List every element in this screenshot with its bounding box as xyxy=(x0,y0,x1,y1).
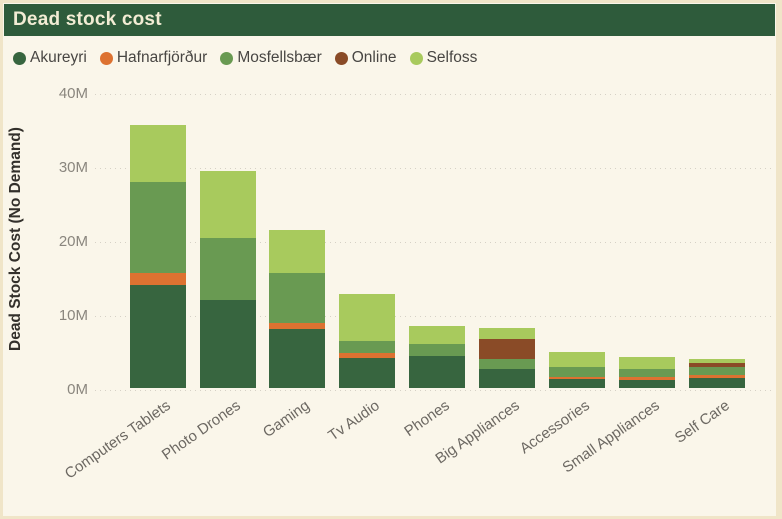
bar-segment-mosfellsb-r[interactable] xyxy=(129,182,186,274)
bar-segment-akureyri[interactable] xyxy=(688,377,745,388)
y-tick-label: 10M xyxy=(58,306,88,324)
y-tick-label: 40M xyxy=(58,84,88,102)
legend-swatch-icon xyxy=(13,51,26,65)
gridline-20M xyxy=(95,241,772,243)
legend-item-mosfellsb-r[interactable]: Mosfellsbær xyxy=(220,49,322,67)
bar-segment-akureyri[interactable] xyxy=(548,379,605,388)
bar-segment-mosfellsb-r[interactable] xyxy=(199,237,256,300)
bar-segment-hafnarfj-r-ur[interactable] xyxy=(129,273,186,285)
bar-segment-mosfellsb-r[interactable] xyxy=(688,367,745,376)
x-axis-label: Computers Tablets xyxy=(61,397,174,483)
bar-segment-selfoss[interactable] xyxy=(269,230,326,274)
x-axis-label: Gaming xyxy=(260,397,314,442)
bar-segment-selfoss[interactable] xyxy=(339,293,396,342)
bar-segment-mosfellsb-r[interactable] xyxy=(548,366,605,377)
bar-segment-akureyri[interactable] xyxy=(479,369,535,388)
x-axis-label: Self Care xyxy=(671,397,733,447)
bar-segment-selfoss[interactable] xyxy=(548,351,605,367)
bar-segment-hafnarfj-r-ur[interactable] xyxy=(688,375,745,378)
visual-title-bar: Dead stock cost xyxy=(4,4,775,36)
bar-segment-selfoss[interactable] xyxy=(199,170,256,238)
bar-segment-selfoss[interactable] xyxy=(129,124,186,182)
legend-item-akureyri[interactable]: Akureyri xyxy=(13,49,87,67)
legend-swatch-icon xyxy=(334,51,348,65)
legend: Akureyri Hafnarfjörður Mosfellsbær Online Se… xyxy=(13,45,766,71)
bar-segment-online[interactable] xyxy=(479,339,535,360)
bar-segment-hafnarfj-r-ur[interactable] xyxy=(618,377,675,380)
bar-segment-akureyri[interactable] xyxy=(339,358,396,388)
legend-item-online[interactable]: Online xyxy=(334,49,397,67)
legend-label: Akureyri xyxy=(30,49,87,66)
bar-segment-akureyri[interactable] xyxy=(269,329,326,388)
legend-item-selfoss[interactable]: Selfoss xyxy=(409,49,478,67)
legend-item-hafnarfj-r-ur[interactable]: Hafnarfjörður xyxy=(99,49,208,67)
chart-area: Dead Stock Cost (No Demand) 0M 10M 20M 30M 4… xyxy=(3,3,776,516)
legend-label: Online xyxy=(351,49,397,66)
bar-segment-selfoss[interactable] xyxy=(409,325,466,345)
bar-segment-akureyri[interactable] xyxy=(618,379,675,388)
legend-label: Mosfellsbær xyxy=(237,49,322,66)
visual-title: Dead stock cost xyxy=(13,9,162,30)
legend-label: Hafnarfjörður xyxy=(116,49,208,66)
legend-swatch-icon xyxy=(220,51,234,65)
gridline-10M xyxy=(95,315,772,317)
bar-segment-akureyri[interactable] xyxy=(129,285,186,388)
gridline-0M xyxy=(95,390,772,391)
bar-segment-selfoss[interactable] xyxy=(479,327,535,340)
x-axis-label: Phones xyxy=(401,397,453,441)
y-tick-label: 30M xyxy=(58,158,88,176)
y-tick-label: 20M xyxy=(58,232,88,250)
legend-label: Selfoss xyxy=(426,49,478,66)
bar-segment-mosfellsb-r[interactable] xyxy=(479,359,535,370)
bar-segment-hafnarfj-r-ur[interactable] xyxy=(548,376,605,380)
bar-segment-hafnarfj-r-ur[interactable] xyxy=(269,322,326,330)
bar-segment-akureyri[interactable] xyxy=(199,299,256,388)
bar-segment-selfoss[interactable] xyxy=(618,356,675,370)
bar-segment-mosfellsb-r[interactable] xyxy=(618,369,675,378)
bar-segment-akureyri[interactable] xyxy=(409,356,466,388)
bar-segment-hafnarfj-r-ur[interactable] xyxy=(339,353,396,359)
gridline-30M xyxy=(95,167,772,169)
bar-segment-selfoss[interactable] xyxy=(688,358,745,363)
legend-swatch-icon xyxy=(409,51,423,65)
bar-segment-online[interactable] xyxy=(688,362,745,368)
bar-segment-mosfellsb-r[interactable] xyxy=(269,273,326,323)
x-axis-label: Tv Audio xyxy=(325,397,384,445)
y-axis-title: Dead Stock Cost (No Demand) xyxy=(7,127,24,352)
legend-swatch-icon xyxy=(99,51,113,65)
bar-segment-mosfellsb-r[interactable] xyxy=(339,341,396,354)
bar-segment-mosfellsb-r[interactable] xyxy=(409,344,466,357)
gridline-40M xyxy=(95,93,772,95)
y-tick-label: 0M xyxy=(67,381,88,398)
